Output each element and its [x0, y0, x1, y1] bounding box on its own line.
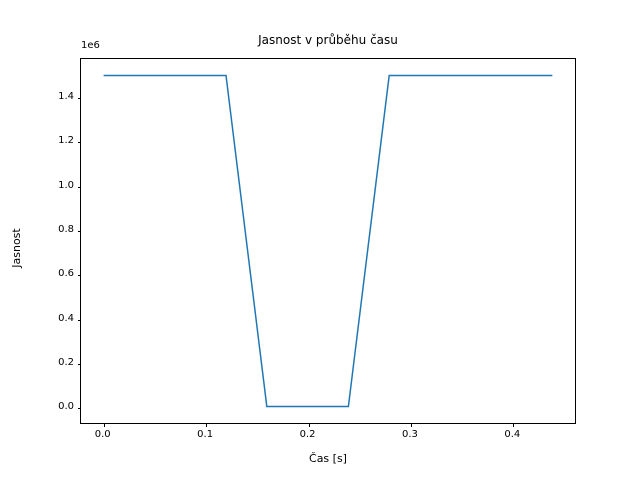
y-tick-label: 0.6: [58, 268, 74, 280]
x-tick-label: 0.3: [401, 429, 418, 440]
x-tick-label: 0.1: [197, 429, 214, 440]
y-tick-mark: [77, 230, 81, 232]
y-tick-label: 0.8: [58, 223, 74, 235]
y-tick-label: 1.4: [58, 90, 74, 102]
x-tick-mark: [513, 423, 515, 427]
y-tick-label: 1.2: [58, 135, 74, 147]
y-tick-mark: [77, 408, 81, 410]
line-chart-svg: [103, 74, 553, 408]
x-tick-label: 0.0: [94, 429, 111, 440]
y-tick-mark: [77, 275, 81, 277]
x-axis-label: Čas [s]: [309, 452, 347, 465]
y-axis-label: Jasnost: [10, 228, 23, 268]
y-tick-mark: [77, 142, 81, 144]
x-tick-label: 0.2: [299, 429, 316, 440]
y-tick-label: 1.0: [58, 179, 74, 191]
x-tick-mark: [206, 423, 208, 427]
x-tick-mark: [308, 423, 310, 427]
data-series-line: [103, 74, 553, 408]
y-tick-label: 0.2: [58, 357, 74, 368]
plot-area: [77, 58, 576, 427]
x-tick-mark: [410, 423, 412, 427]
y-tick-label: 0.4: [58, 312, 74, 324]
y-tick-mark: [77, 364, 81, 365]
y-axis-offset-text: 1e6: [81, 40, 100, 51]
x-tick-mark: [103, 423, 105, 427]
page-title: Jasnost v průběhu času: [258, 33, 398, 47]
y-tick-mark: [77, 97, 81, 99]
x-tick-label: 0.4: [504, 429, 521, 440]
y-tick-label: 0.0: [58, 401, 74, 413]
x-axis-tick-labels: 0.0 0.1 0.2 0.3 0.4: [0, 429, 640, 445]
y-axis-tick-labels: 0.0 0.2 0.4 0.6 0.8 1.0 1.2 1.4: [26, 0, 74, 480]
y-tick-mark: [77, 186, 81, 188]
y-tick-mark: [77, 319, 81, 321]
